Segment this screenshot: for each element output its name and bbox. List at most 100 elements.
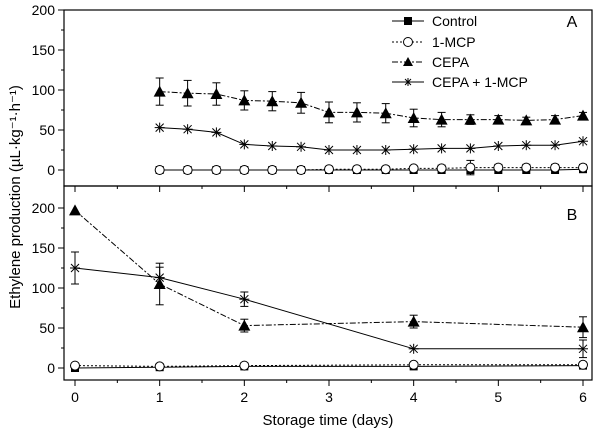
legend-item-cepa-1mcp: CEPA + 1-MCP (392, 74, 528, 90)
panel-a-y-tick-label: 100 (32, 82, 56, 98)
panel-b-y-tick-label: 50 (39, 320, 55, 336)
panel-a-cepa-1-mcp-point-stroke (493, 141, 503, 151)
panel-b-cepa-1-mcp-series (70, 251, 588, 359)
panel-a-cepa-1-mcp-point (296, 141, 307, 152)
triangle-marker-icon (403, 57, 413, 66)
data-series (69, 77, 589, 372)
panel-a-1-mcp-point (267, 165, 278, 175)
panel-a-1-mcp-line (159, 167, 583, 171)
panel-a-1-mcp-point (436, 163, 447, 174)
x-tick-label: 6 (579, 389, 587, 405)
panel-a-frame (63, 9, 593, 187)
panel-a-cepa-1-mcp-point (436, 143, 447, 154)
panel-a-cepa-point (295, 96, 308, 108)
panel-b-frame (63, 185, 593, 381)
x-tick-label: 2 (240, 389, 248, 405)
panel-a-cepa-1-mcp-point-stroke (550, 140, 560, 150)
panel-a-cepa-1-mcp-point-stroke (239, 140, 249, 149)
panel-a-cepa-1-mcp-point (154, 122, 165, 133)
panel-b-cepa-1-mcp-point (154, 272, 165, 283)
panel-a-y-tick-label: 200 (32, 2, 56, 18)
panel-a-cepa-1-mcp-point-stroke (578, 136, 588, 146)
panel-a-cepa-line (159, 91, 584, 121)
panel-a-cepa-point (379, 107, 392, 119)
panel-a-1-mcp-point (550, 162, 561, 173)
panel-b-cepa-1-mcp-line (74, 267, 583, 350)
panel-a-y-tick-label: 0 (47, 162, 55, 178)
panel-a-1-mcp-point (408, 163, 419, 174)
panel-a-cepa-1-mcp-point-stroke (521, 140, 531, 150)
panel-a-cepa-1-mcp-point-stroke (155, 123, 165, 132)
panel-b-y-tick-label: 0 (47, 360, 55, 376)
panel-a-cepa-1-mcp-point-stroke (267, 141, 277, 151)
panel-a-cepa-series (153, 77, 589, 128)
panel-a-cepa-1-mcp-point-stroke (183, 124, 192, 134)
panel-a-1-mcp-point (578, 162, 588, 173)
legend-item-cepa: CEPA (392, 54, 470, 70)
panel-a-cepa-point (153, 85, 166, 97)
panel-b-cepa-point (69, 204, 81, 216)
panel-a-1-mcp-point (351, 164, 362, 175)
panel-a-cepa-1-mcp-point (324, 145, 334, 155)
axis-ticks (58, 9, 584, 386)
panel-a-cepa-point (464, 113, 477, 125)
panel-b-cepa-line (74, 210, 584, 328)
panel-b-cepa-1-mcp-point-stroke (409, 344, 419, 354)
panel-a-cepa-1-mcp-point (239, 139, 250, 150)
panel-a-cepa-point (323, 106, 335, 118)
legend-item-control: Control (392, 13, 477, 29)
panel-b-cepa-1-mcp-point (239, 294, 250, 305)
panel-b-cepa-1-mcp-point (70, 263, 80, 273)
panel-a-cepa-1-mcp-point-stroke (381, 145, 391, 155)
panel-a-cepa-point (350, 106, 363, 118)
legend-label-cepa-1mcp: CEPA + 1-MCP (432, 74, 528, 90)
legend-label-cepa: CEPA (432, 54, 470, 70)
panel-a-1-mcp-point (324, 164, 334, 175)
x-axis-title: Storage time (days) (263, 412, 394, 429)
panel-a-1-mcp-point (154, 165, 165, 175)
panel-b-1-mcp-point (578, 359, 588, 370)
panel-a-cepa-1-mcp-point (380, 145, 391, 155)
panel-a-cepa-1-mcp-point-stroke (324, 145, 334, 155)
panel-b-cepa-1-mcp-point-stroke (578, 344, 588, 354)
panel-b-1-mcp-point (239, 360, 250, 371)
panel-a-cepa-point (549, 113, 562, 125)
panel-a-cepa-point (520, 114, 533, 126)
panel-a-cepa-point (266, 95, 279, 107)
panel-a-cepa-1-mcp-point-stroke (296, 142, 306, 152)
panel-a-cepa-1-mcp-point-stroke (437, 144, 446, 153)
panel-a-cepa-point (238, 94, 251, 106)
panel-b-1-mcp-series (70, 359, 588, 372)
panel-a-cepa-1-mcp-point (267, 141, 278, 151)
panel-a-cepa-1-mcp-point (521, 140, 532, 151)
panel-a-1-mcp-point (296, 165, 307, 175)
panel-a-y-tick-label: 150 (32, 42, 56, 58)
panel-a-cepa-point (577, 109, 589, 121)
panel-a-1-mcp-point (493, 162, 504, 173)
panel-a-cepa-point (181, 87, 194, 99)
panel-b-cepa-1-mcp-point (578, 343, 588, 354)
panel-b-cepa-point (577, 321, 589, 333)
legend-item-1mcp: 1-MCP (392, 34, 476, 50)
panel-b-cepa-1-mcp-point (408, 343, 419, 354)
axis-tick-labels: 0 50 100 150 200 0 50 100 150 200 0 1 2 3 4 5 6 (32, 2, 587, 405)
panel-a-y-tick-label: 50 (39, 122, 55, 138)
panel-a-cepa-point (492, 113, 505, 125)
panel-b-y-tick-label: 150 (32, 240, 56, 256)
x-tick-label: 5 (494, 389, 502, 405)
x-tick-label: 1 (156, 389, 164, 405)
panel-b-cepa-1-mcp-point-stroke (239, 294, 249, 304)
panel-a-cepa-point (435, 113, 448, 125)
x-tick-label: 4 (410, 389, 418, 405)
panel-a-cepa-1-mcp-point (550, 140, 561, 151)
panel-a-cepa-1-mcp-point-stroke (352, 145, 362, 155)
panel-a-1-mcp-point (380, 164, 391, 175)
panel-a-cepa-1-mcp-point (408, 144, 419, 155)
panel-b-cepa-point (407, 315, 420, 327)
panel-b-1-mcp-point (70, 360, 80, 371)
y-axis-title: Ethylene production (µL·kg⁻¹·h⁻¹) (7, 85, 24, 309)
panel-b-cepa-point (238, 319, 251, 331)
panel-b-control-series (71, 361, 587, 372)
panel-b-1-mcp-point (154, 361, 165, 372)
